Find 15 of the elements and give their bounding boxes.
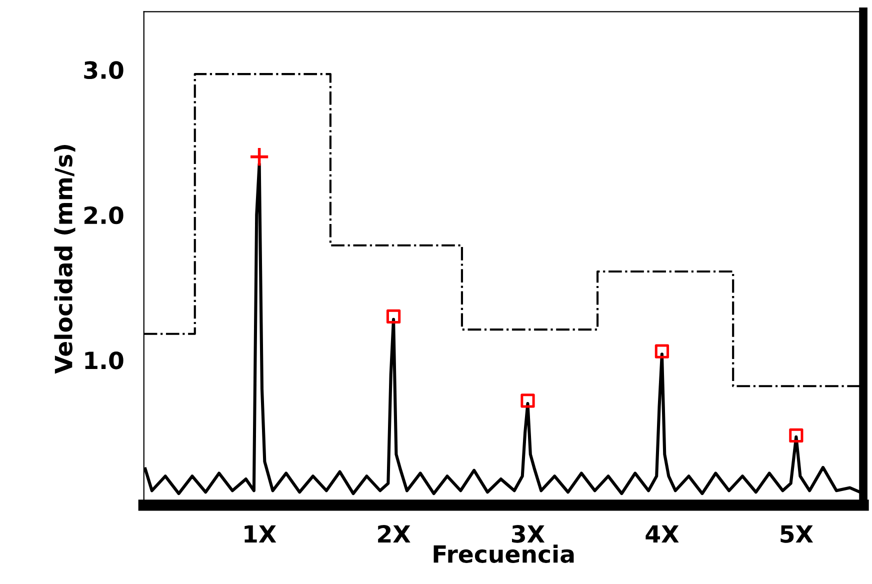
x-tick-label: 3X: [512, 525, 545, 543]
point: [520, 394, 535, 408]
point: [789, 428, 804, 443]
point: [249, 146, 270, 167]
x-tick-label: 5X: [780, 525, 814, 543]
point: [654, 344, 670, 358]
x-tick-label: 4X: [646, 525, 679, 543]
y-tick-label: 2.0: [84, 206, 124, 224]
y-tick-label: 3.0: [84, 61, 124, 80]
x-tick-label: 2X: [378, 525, 410, 543]
y-axis-title: Velocidad (mm/s): [54, 145, 76, 374]
y-tick-label: 1.0: [85, 351, 124, 370]
x-axis-title: Frecuencia: [434, 544, 574, 563]
point: [386, 309, 401, 324]
x-tick-label: 1X: [244, 525, 276, 543]
